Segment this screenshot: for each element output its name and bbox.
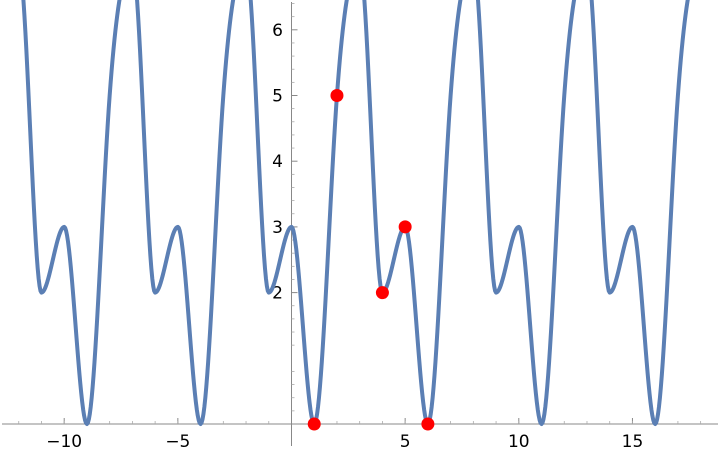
x-tick-label: −5: [165, 432, 190, 452]
y-tick-label: 6: [272, 21, 283, 41]
x-tick-label: 10: [508, 432, 530, 452]
y-tick-label: 5: [272, 87, 283, 107]
series-line-group: [21, 0, 690, 426]
data-point: [421, 417, 435, 431]
data-point: [330, 89, 344, 102]
series-points-group: [307, 89, 435, 431]
data-point: [375, 286, 389, 300]
series-line: [21, 0, 690, 426]
x-tick-label: 5: [400, 432, 411, 452]
x-tick-label: −10: [46, 432, 82, 452]
data-point: [307, 417, 321, 431]
axes: [2, 2, 718, 446]
ticks: −10−551015234567: [18, 3, 702, 452]
x-tick-label: 15: [622, 432, 644, 452]
data-point: [398, 220, 412, 234]
y-tick-label: 4: [272, 152, 283, 172]
y-tick-label: 3: [272, 218, 283, 238]
y-tick-label: 2: [272, 284, 283, 304]
